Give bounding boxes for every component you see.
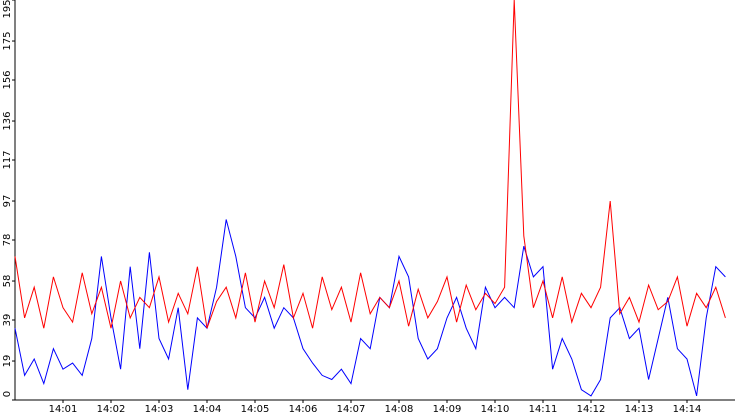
y-tick-label: 195 [2, 0, 13, 19]
series-line [14, 0, 726, 329]
x-tick-label: 14:14 [673, 404, 702, 415]
x-tick-label: 14:12 [577, 404, 606, 415]
x-tick-label: 14:09 [433, 404, 462, 415]
y-tick-label: 39 [2, 314, 13, 327]
x-tick-label: 14:07 [337, 404, 366, 415]
y-tick-label: 78 [2, 234, 13, 247]
x-tick-label: 14:04 [193, 404, 222, 415]
y-tick-label: 0 [2, 391, 13, 397]
x-tick-label: 14:03 [145, 404, 174, 415]
y-tick-label: 136 [2, 111, 13, 130]
x-tick-label: 14:05 [241, 404, 270, 415]
y-tick-label: 97 [2, 195, 13, 208]
x-tick-label: 14:10 [481, 404, 510, 415]
y-tick-label: 19 [2, 355, 13, 368]
y-tick-label: 175 [2, 31, 13, 50]
series-line [14, 219, 726, 397]
y-tick-label: 117 [2, 150, 13, 169]
x-tick-label: 14:13 [625, 404, 654, 415]
x-tick-label: 14:11 [529, 404, 558, 415]
y-tick-label: 156 [2, 70, 13, 89]
x-tick-label: 14:02 [97, 404, 126, 415]
x-tick-label: 14:08 [385, 404, 414, 415]
x-tick-label: 14:01 [49, 404, 78, 415]
x-tick-label: 14:06 [289, 404, 318, 415]
y-tick-label: 58 [2, 275, 13, 288]
